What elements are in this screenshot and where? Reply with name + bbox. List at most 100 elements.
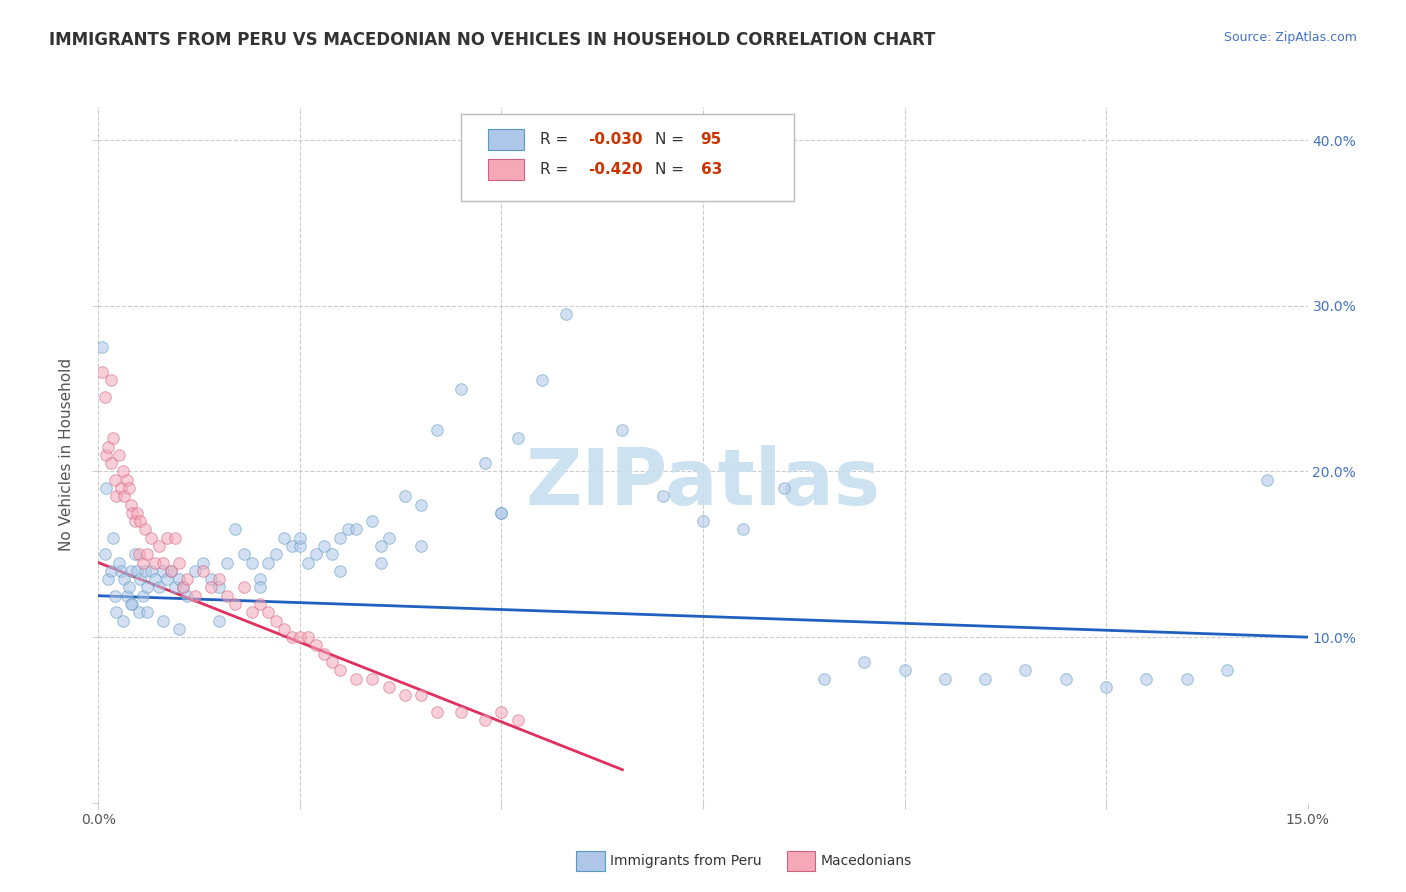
Point: [491, 705, 513, 719]
Point: [184, 564, 207, 578]
Point: [240, 556, 263, 570]
Y-axis label: No Vehicles in Household: No Vehicles in Household: [59, 359, 75, 551]
Text: Source: ZipAtlas.com: Source: ZipAtlas.com: [1223, 31, 1357, 45]
Point: [217, 589, 239, 603]
Point: [224, 523, 246, 537]
Point: [124, 547, 146, 561]
Point: [370, 556, 392, 570]
Point: [377, 531, 399, 545]
Point: [134, 523, 156, 537]
Point: [160, 564, 183, 578]
Point: [337, 523, 360, 537]
Point: [118, 481, 141, 495]
Point: [193, 556, 215, 570]
Point: [893, 663, 915, 677]
Point: [132, 556, 155, 570]
Point: [281, 539, 304, 553]
Point: [409, 498, 432, 512]
Point: [94, 547, 117, 561]
Point: [156, 531, 179, 545]
Point: [118, 581, 141, 595]
Point: [132, 589, 155, 603]
Point: [172, 581, 194, 595]
Point: [240, 605, 263, 619]
Point: [208, 581, 231, 595]
Point: [107, 556, 129, 570]
Point: [361, 514, 384, 528]
Point: [314, 647, 336, 661]
Point: [297, 556, 319, 570]
Point: [288, 531, 311, 545]
Point: [184, 589, 207, 603]
FancyBboxPatch shape: [488, 129, 524, 150]
Text: -0.030: -0.030: [588, 132, 643, 147]
Point: [129, 514, 152, 528]
Point: [124, 514, 146, 528]
Point: [426, 705, 449, 719]
Point: [115, 589, 138, 603]
Point: [103, 473, 125, 487]
Point: [167, 572, 190, 586]
Point: [112, 572, 135, 586]
Point: [264, 614, 287, 628]
Point: [232, 581, 254, 595]
Point: [156, 572, 179, 586]
Point: [249, 572, 271, 586]
Point: [91, 365, 114, 379]
Point: [135, 581, 157, 595]
Point: [167, 556, 190, 570]
Point: [256, 605, 278, 619]
Point: [121, 506, 143, 520]
Point: [974, 672, 997, 686]
Point: [208, 572, 231, 586]
Point: [163, 581, 186, 595]
Point: [321, 655, 343, 669]
Point: [111, 614, 134, 628]
Point: [120, 498, 142, 512]
Point: [135, 605, 157, 619]
Point: [163, 531, 186, 545]
Point: [135, 547, 157, 561]
Point: [100, 456, 122, 470]
Point: [193, 564, 215, 578]
Point: [288, 539, 311, 553]
Point: [139, 531, 162, 545]
Point: [143, 572, 166, 586]
Point: [115, 473, 138, 487]
Point: [555, 307, 578, 321]
Point: [97, 572, 120, 586]
Point: [97, 440, 120, 454]
Point: [506, 713, 529, 727]
Text: Macedonians: Macedonians: [821, 854, 912, 868]
Point: [128, 605, 150, 619]
Point: [321, 547, 343, 561]
Text: IMMIGRANTS FROM PERU VS MACEDONIAN NO VEHICLES IN HOUSEHOLD CORRELATION CHART: IMMIGRANTS FROM PERU VS MACEDONIAN NO VE…: [49, 31, 935, 49]
Point: [377, 680, 399, 694]
Point: [692, 514, 714, 528]
Point: [232, 547, 254, 561]
Text: 63: 63: [700, 162, 721, 178]
Point: [314, 539, 336, 553]
Point: [128, 547, 150, 561]
FancyBboxPatch shape: [461, 114, 793, 201]
Point: [1175, 672, 1198, 686]
Point: [329, 564, 352, 578]
Point: [91, 340, 114, 354]
Point: [200, 581, 222, 595]
Point: [491, 506, 513, 520]
Point: [100, 373, 122, 387]
Point: [409, 539, 432, 553]
Point: [733, 523, 755, 537]
Text: N =: N =: [655, 162, 689, 178]
Text: ZIPatlas: ZIPatlas: [526, 445, 880, 521]
Point: [200, 572, 222, 586]
Point: [772, 481, 794, 495]
Point: [167, 622, 190, 636]
Point: [110, 481, 132, 495]
Point: [101, 431, 124, 445]
Point: [394, 688, 416, 702]
Point: [651, 489, 673, 503]
Point: [96, 448, 118, 462]
Point: [474, 456, 496, 470]
Point: [273, 622, 295, 636]
